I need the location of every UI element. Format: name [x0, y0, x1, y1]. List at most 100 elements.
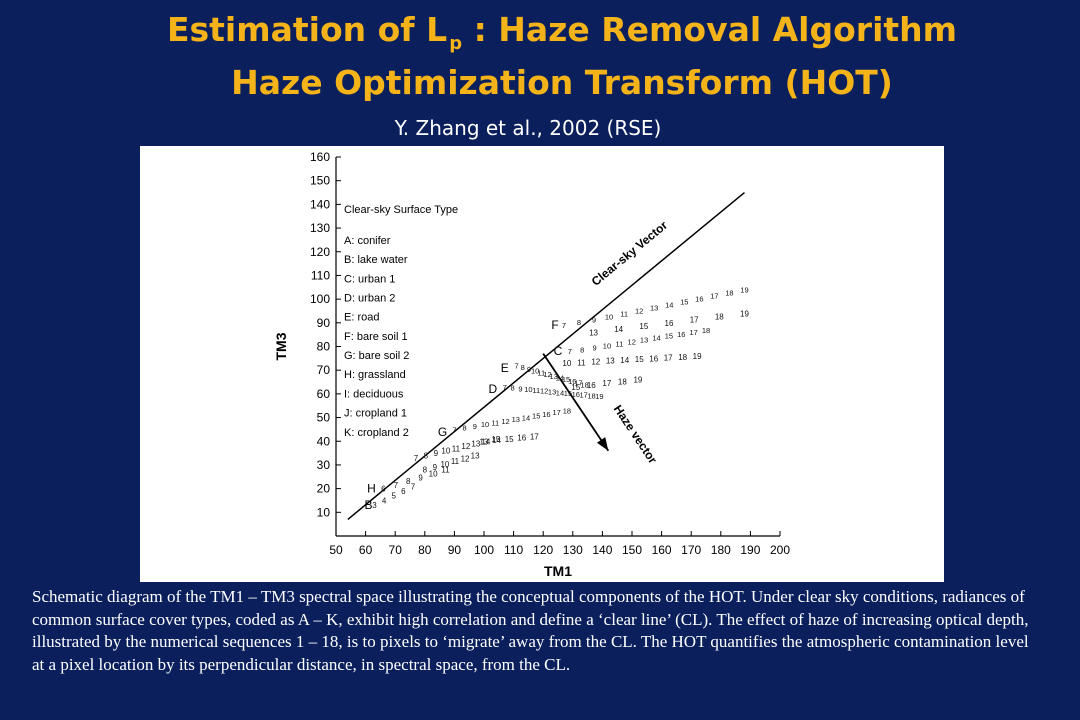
y-tick-label: 90	[317, 316, 331, 330]
haze-sequence-number: 17	[552, 408, 560, 417]
x-tick-label: 60	[359, 543, 373, 557]
x-tick-label: 80	[418, 543, 432, 557]
haze-sequence-number: 10	[440, 460, 449, 469]
haze-sequence-number: 13	[548, 388, 556, 397]
haze-sequence-number: 14	[556, 374, 564, 383]
haze-sequence-number: 7	[562, 321, 566, 330]
x-tick-label: 70	[389, 543, 403, 557]
haze-sequence-number: 11	[452, 444, 461, 453]
haze-sequence-number: 8	[577, 318, 581, 327]
citation: Y. Zhang et al., 2002 (RSE)	[394, 116, 662, 140]
haze-sequence-number: 7	[414, 454, 419, 463]
surface-point-c: C	[554, 344, 563, 358]
legend-entry: B: lake water	[344, 254, 408, 266]
haze-sequence-number: 8	[521, 363, 525, 372]
legend-entry: E: road	[344, 312, 379, 324]
haze-sequence-number: 8	[511, 384, 515, 393]
haze-sequence-number: 19	[740, 286, 748, 295]
haze-sequence-number: 18	[580, 380, 588, 389]
surface-point-b: B	[365, 498, 373, 512]
haze-sequence-number: 17	[574, 379, 582, 388]
x-tick-label: 120	[533, 543, 553, 557]
haze-sequence-number: 16	[517, 434, 526, 443]
haze-sequence-number: 12	[635, 306, 643, 315]
haze-sequence-number: 9	[527, 365, 531, 374]
haze-sequence-number: 7	[568, 347, 572, 356]
haze-sequence-number: 13	[550, 372, 558, 381]
haze-sequence-number: 12	[628, 338, 636, 347]
haze-sequence-number: 18	[725, 289, 733, 298]
haze-sequence-number: 15	[680, 297, 688, 306]
y-tick-label: 70	[317, 363, 331, 377]
haze-sequence-number: 13	[589, 328, 598, 337]
haze-sequence-number: 16	[665, 319, 674, 328]
hot-scatter-chart: 50 60 70 80 90 100 110 120 130 140 150 160 170 180 190…	[273, 150, 790, 579]
haze-sequence-number: 18	[563, 406, 571, 415]
y-tick-label: 80	[317, 340, 331, 354]
haze-sequence-number: 10	[531, 367, 539, 376]
x-tick-label: 50	[329, 543, 343, 557]
y-tick-label: 50	[317, 411, 331, 425]
haze-sequence-number: 10	[562, 359, 571, 368]
haze-sequence-number: 10	[441, 447, 450, 456]
haze-sequence-number: 11	[615, 339, 623, 348]
haze-sequence-number: 16	[587, 381, 596, 390]
haze-sequence-number: 7	[394, 481, 399, 490]
haze-sequence-number: 10	[605, 312, 613, 321]
clear-sky-vector-line	[347, 191, 745, 520]
haze-sequence-number: 13	[650, 303, 658, 312]
haze-sequence-number: 8	[463, 424, 467, 433]
title-subscript: p	[449, 33, 463, 54]
haze-sequence-number: 15	[505, 435, 514, 444]
haze-sequence-number: 14	[652, 334, 660, 343]
haze-sequence-number: 16	[572, 390, 580, 399]
haze-sequence-number: 15	[564, 389, 572, 398]
haze-sequence-number: 19	[595, 392, 603, 401]
haze-sequence-number: 7	[503, 383, 507, 392]
haze-sequence-number: 19	[693, 352, 702, 361]
haze-sequence-number: 18	[618, 377, 627, 386]
haze-sequence-number: 12	[461, 454, 470, 463]
x-tick-label: 190	[740, 543, 760, 557]
haze-sequence-number: 11	[441, 466, 450, 475]
legend-title: Clear-sky Surface Type	[344, 204, 458, 216]
x-tick-label: 130	[563, 543, 583, 557]
haze-sequence-number: 16	[649, 354, 658, 363]
y-tick-label: 60	[317, 387, 331, 401]
haze-sequence-number: 15	[639, 322, 648, 331]
haze-sequence-number: 9	[434, 449, 439, 458]
haze-sequence-number: 8	[423, 466, 428, 475]
haze-vector-line	[542, 353, 610, 452]
slide-title-line2: Haze Optimization Transform (HOT)	[231, 63, 893, 102]
haze-sequence-number: 14	[481, 437, 490, 446]
haze-sequence-number: 16	[568, 377, 576, 386]
haze-sequence-number: 13	[512, 415, 520, 424]
surface-point-d: D	[489, 382, 498, 396]
haze-sequence-number: 15	[665, 332, 673, 341]
y-tick-label: 120	[310, 245, 330, 259]
haze-sequence-number: 15	[571, 383, 580, 392]
y-tick-label: 150	[310, 174, 330, 188]
title-line1-rest: : Haze Removal Algorithm	[462, 10, 958, 49]
haze-sequence-number: 6	[401, 487, 406, 496]
haze-sequence-number: 11	[451, 457, 460, 466]
surface-point-g: G	[438, 425, 447, 439]
legend-entry: H: grassland	[344, 369, 406, 381]
figure-caption: Schematic diagram of the TM1 – TM3 spect…	[32, 587, 1029, 674]
haze-sequence-number: 17	[579, 391, 587, 400]
clear-sky-vector-label: Clear-sky Vector	[589, 218, 671, 289]
haze-sequence-number: 19	[633, 376, 642, 385]
haze-sequence-number: 19	[740, 309, 749, 318]
surface-point-f: F	[551, 318, 558, 332]
haze-sequence-number: 3	[372, 501, 377, 510]
y-tick-label: 110	[311, 268, 330, 282]
haze-sequence-number: 14	[556, 388, 564, 397]
haze-sequence-number: 12	[543, 370, 551, 379]
surface-point-e: E	[501, 361, 509, 375]
y-axis-label: TM3	[273, 332, 289, 360]
x-tick-label: 180	[711, 543, 731, 557]
haze-sequence-number: 8	[424, 451, 429, 460]
haze-sequence-number: 14	[620, 356, 629, 365]
haze-sequence-number: 16	[542, 410, 550, 419]
haze-sequence-number: 17	[664, 354, 673, 363]
